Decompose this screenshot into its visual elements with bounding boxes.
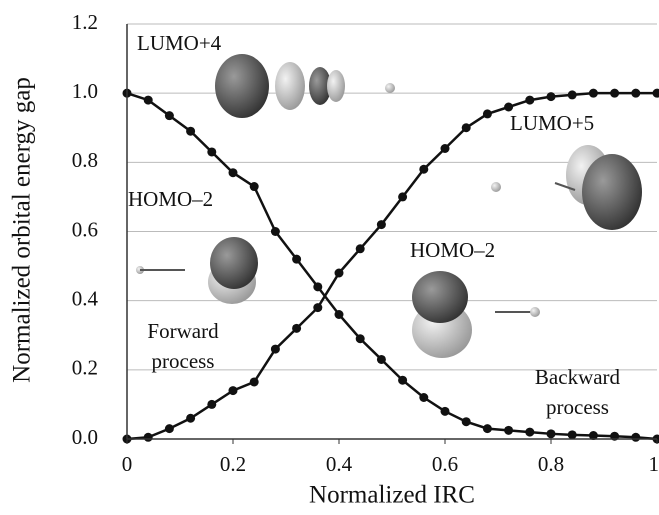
data-point [398,375,408,385]
data-point [228,168,238,178]
data-point [631,88,641,98]
data-point [164,424,174,434]
data-point [525,427,535,437]
data-point [461,417,471,427]
y-tick-label: 1.0 [72,79,98,103]
data-point [376,220,386,230]
data-point [249,377,259,387]
y-tick-label: 0.6 [72,217,98,241]
data-point [164,111,174,121]
data-point [313,303,323,313]
data-point [376,354,386,364]
x-tick-label: 0.4 [326,452,353,476]
data-point [313,282,323,292]
annotation: HOMO–2 [128,187,214,211]
x-tick-label: 0.8 [538,452,564,476]
data-point [525,95,535,105]
x-tick-label: 0 [122,452,133,476]
data-point [334,310,344,319]
data-point [207,147,217,157]
data-point [610,88,620,98]
data-point [143,432,153,442]
data-point [482,109,492,119]
data-point [228,386,238,396]
data-point [186,126,196,136]
data-point [355,244,365,254]
data-point [546,92,556,102]
y-tick-label: 0.8 [72,148,98,172]
y-tick-label: 0.2 [72,356,98,380]
data-point [504,425,514,435]
data-point [652,88,659,98]
annotation: HOMO–2 [410,238,496,262]
data-point [588,431,598,441]
data-point [292,254,302,264]
data-point [270,344,280,354]
x-axis-title: Normalized IRC [309,482,475,509]
annotation: Backward process [534,365,621,419]
data-point [207,399,217,409]
data-point [546,429,556,439]
data-point [567,430,577,440]
data-point [334,268,344,278]
annotation: LUMO+4 [137,31,222,55]
y-tick-label: 0.0 [72,425,98,449]
data-point [440,144,450,153]
annotation: Forward process [147,319,219,373]
data-point [631,432,641,442]
data-point [186,413,196,423]
y-tick-label: 1.2 [72,10,98,34]
data-point [398,192,408,202]
data-point [567,90,577,100]
data-point [292,323,302,333]
data-point [249,182,259,192]
data-point [440,406,450,416]
data-point [355,334,365,344]
orbital-images [136,54,642,358]
data-point [482,424,492,434]
y-axis-title: Normalized orbital energy gap [9,77,36,383]
annotation: LUMO+5 [510,111,595,135]
data-point [461,123,471,133]
y-tick-label: 0.4 [72,286,99,310]
grid [127,23,657,440]
data-point [588,88,598,98]
data-point [419,164,429,174]
x-tick-label: 0.6 [432,452,458,476]
data-point [270,227,280,236]
data-point [504,102,514,112]
x-tick-label: 0.2 [220,452,246,476]
plot-area [122,88,659,444]
data-point [143,95,153,105]
data-point [419,393,429,402]
x-tick-label: 1 [649,452,659,476]
